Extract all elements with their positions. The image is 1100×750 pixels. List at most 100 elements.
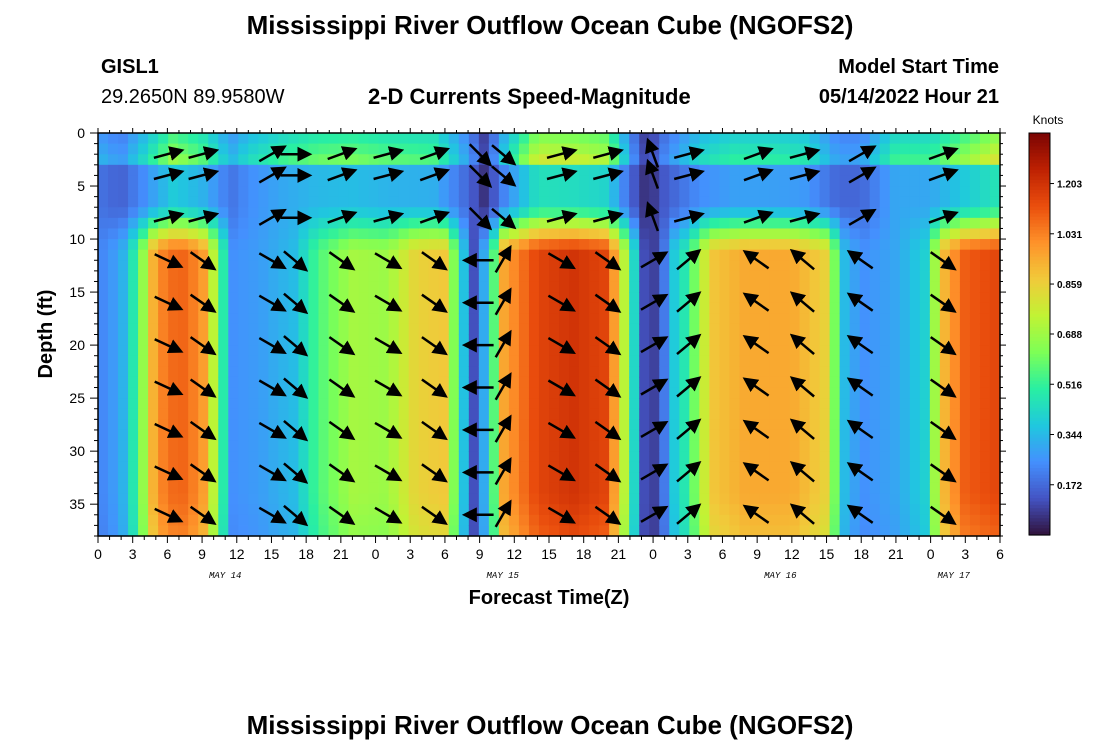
heat-cell bbox=[659, 260, 670, 272]
heat-cell bbox=[849, 217, 861, 230]
heat-cell bbox=[579, 302, 590, 314]
heat-cell bbox=[579, 270, 590, 283]
current-vector bbox=[640, 421, 669, 438]
heat-cell bbox=[218, 504, 229, 516]
heat-cell bbox=[919, 345, 931, 357]
heat-cell bbox=[899, 313, 911, 325]
colorbar-band bbox=[1029, 179, 1050, 184]
heat-cell bbox=[629, 228, 640, 240]
heat-cell bbox=[809, 387, 821, 399]
heat-cell bbox=[869, 323, 881, 336]
heat-cell bbox=[478, 504, 490, 516]
heat-cell bbox=[128, 376, 139, 389]
heat-cell bbox=[438, 313, 450, 325]
heat-cell bbox=[138, 313, 149, 325]
heat-cell bbox=[508, 143, 520, 155]
current-vector bbox=[789, 209, 821, 225]
heat-cell bbox=[889, 345, 901, 357]
heat-cell bbox=[879, 429, 891, 442]
heat-cell bbox=[508, 249, 520, 261]
heat-cell bbox=[198, 376, 209, 389]
heat-cell bbox=[498, 355, 510, 367]
heat-cell bbox=[909, 249, 921, 261]
heat-cell bbox=[448, 228, 460, 240]
heat-cell bbox=[488, 514, 500, 526]
heat-cell bbox=[929, 270, 941, 283]
heat-cell bbox=[839, 260, 851, 272]
colorbar-band bbox=[1029, 494, 1050, 499]
heat-cell bbox=[589, 260, 600, 272]
heat-cell bbox=[909, 154, 921, 166]
heat-cell bbox=[909, 366, 921, 378]
heat-cell bbox=[579, 292, 590, 304]
heat-cell bbox=[769, 429, 781, 442]
heat-cell bbox=[318, 281, 330, 293]
heat-cell bbox=[238, 270, 249, 283]
heat-cell bbox=[228, 514, 239, 526]
heat-cell bbox=[689, 387, 700, 399]
heat-cell bbox=[919, 440, 931, 452]
heat-cell bbox=[438, 408, 450, 420]
heat-cell bbox=[228, 440, 239, 452]
heat-cell bbox=[98, 355, 109, 367]
heat-cell bbox=[919, 270, 931, 283]
heat-cell bbox=[208, 133, 219, 145]
heat-cell bbox=[508, 345, 520, 357]
current-vector bbox=[421, 293, 448, 313]
heat-cell bbox=[378, 154, 390, 166]
heat-cell bbox=[949, 461, 961, 473]
heat-cell bbox=[138, 133, 149, 145]
heat-cell bbox=[518, 143, 530, 155]
heat-cell bbox=[769, 398, 781, 410]
heat-cell bbox=[188, 514, 199, 526]
heat-cell bbox=[579, 493, 590, 505]
heat-cell bbox=[438, 461, 450, 473]
heat-cell bbox=[599, 196, 610, 208]
heat-cell bbox=[579, 281, 590, 293]
heat-cell bbox=[378, 493, 390, 505]
heat-cell bbox=[949, 292, 961, 304]
heat-cell bbox=[478, 514, 490, 526]
heat-cell bbox=[579, 429, 590, 442]
heat-cell bbox=[869, 472, 881, 484]
heat-cell bbox=[979, 154, 991, 166]
heat-cell bbox=[528, 154, 540, 166]
heat-cell bbox=[478, 207, 490, 219]
heat-cell bbox=[839, 196, 851, 208]
heat-cell bbox=[478, 249, 490, 261]
heat-cell bbox=[188, 429, 199, 442]
current-vector bbox=[154, 465, 184, 481]
heat-cell bbox=[599, 429, 610, 442]
heat-cell bbox=[669, 334, 680, 346]
heat-cell bbox=[549, 154, 560, 166]
heat-cell bbox=[789, 313, 801, 325]
heat-cell bbox=[388, 408, 400, 420]
heat-cell bbox=[669, 292, 680, 304]
heat-cell bbox=[228, 249, 239, 261]
x-tick-label: 12 bbox=[784, 546, 800, 562]
heat-cell bbox=[208, 292, 219, 304]
heat-cell bbox=[929, 493, 941, 505]
heat-cell bbox=[619, 482, 630, 495]
heat-cell bbox=[959, 260, 971, 272]
heat-cell bbox=[348, 239, 360, 251]
heat-cell bbox=[709, 345, 720, 357]
heat-cell bbox=[769, 143, 781, 155]
heat-cell bbox=[949, 493, 961, 505]
heat-cell bbox=[148, 366, 159, 378]
current-vector bbox=[468, 207, 493, 231]
heat-cell bbox=[989, 175, 1001, 187]
heat-cell bbox=[899, 472, 911, 484]
heat-cell bbox=[298, 292, 310, 304]
heat-cell bbox=[629, 133, 640, 145]
heat-cell bbox=[138, 228, 149, 240]
heat-cell bbox=[829, 217, 841, 230]
heat-cell bbox=[348, 525, 360, 537]
heat-cell bbox=[218, 514, 229, 526]
heat-cell bbox=[358, 292, 370, 304]
heat-cell bbox=[118, 249, 129, 261]
heat-cell bbox=[559, 398, 570, 410]
heat-cell bbox=[819, 207, 831, 219]
heat-cell bbox=[909, 472, 921, 484]
x-tick-label: 9 bbox=[476, 546, 484, 562]
